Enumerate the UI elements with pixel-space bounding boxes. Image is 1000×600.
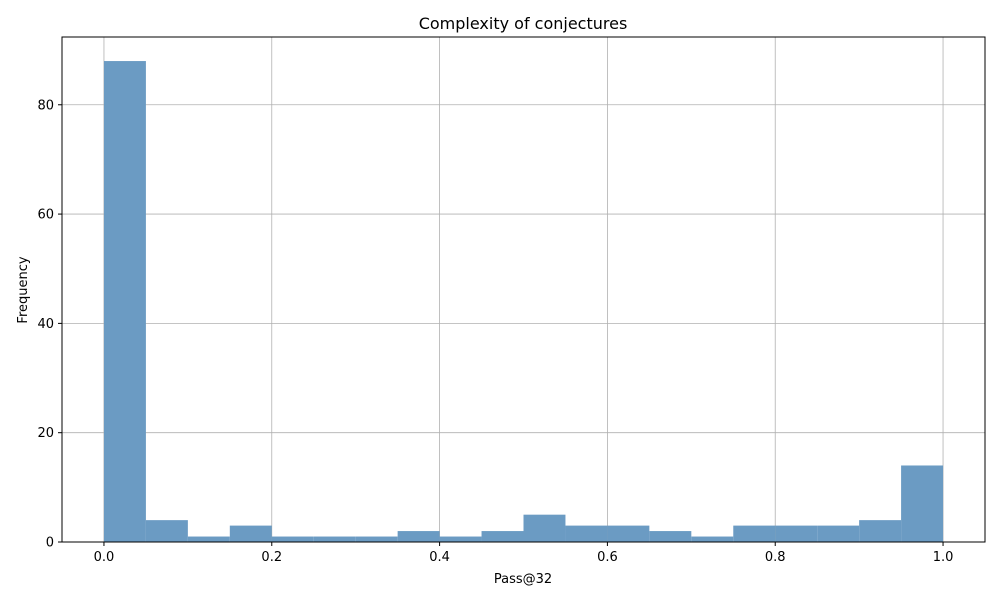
histogram-bar [103,61,146,543]
histogram-bar [481,531,524,542]
x-tick-label: 0.4 [429,550,450,565]
y-tick-label: 40 [37,317,54,332]
histogram-bar [229,525,272,542]
histogram-bar [439,536,482,542]
histogram-bar [565,525,608,542]
histogram-bar [145,520,188,542]
histogram-bars [103,61,944,543]
y-tick-label: 60 [37,208,54,223]
histogram-bar [355,536,398,542]
chart-title: Complexity of conjectures [419,14,628,33]
histogram-bar [775,525,818,542]
histogram-bar [607,525,650,542]
y-axis-label: Frequency [16,256,31,323]
y-tick-label: 20 [37,426,54,441]
histogram-bar [397,531,440,542]
histogram-bar [187,536,230,542]
histogram-bar [271,536,314,542]
histogram-bar [817,525,860,542]
x-axis-label: Pass@32 [494,572,552,587]
x-tick-label: 0.8 [765,550,786,565]
histogram-bar [313,536,356,542]
x-tick-label: 0.2 [261,550,282,565]
axis-ticks: 0.0 0.2 0.4 0.6 0.8 1.0 0 20 40 60 80 [37,98,953,565]
y-tick-label: 80 [37,98,54,113]
plot-frame [61,36,986,543]
x-tick-label: 1.0 [933,550,954,565]
x-tick-label: 0.6 [597,550,618,565]
histogram-bar [649,531,692,542]
histogram-bar [859,520,902,542]
histogram-bar [733,525,776,542]
histogram-bar [901,465,944,542]
y-tick-label: 0 [46,536,54,551]
histogram-bar [691,536,734,542]
x-tick-label: 0.0 [94,550,115,565]
histogram-bar [523,514,566,542]
